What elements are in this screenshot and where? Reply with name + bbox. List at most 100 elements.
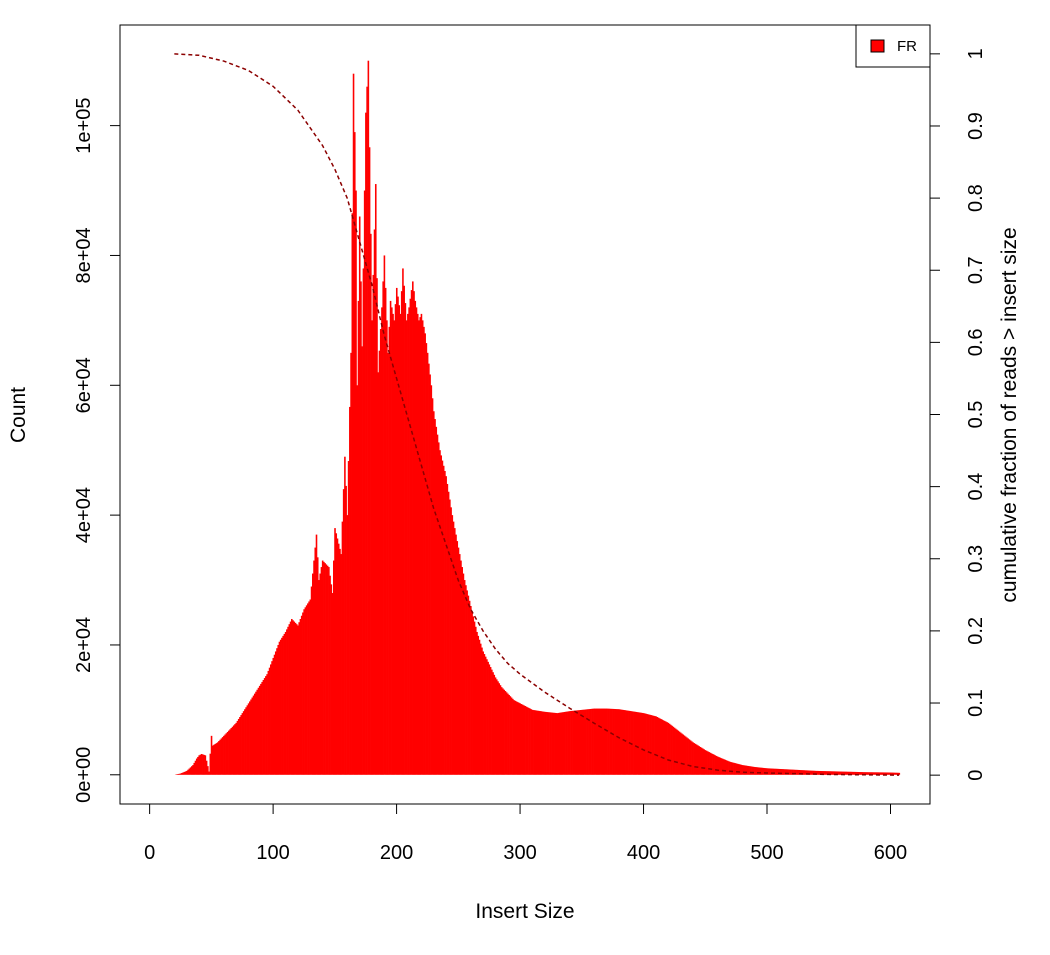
y2-tick-label: 0.1 xyxy=(965,689,987,717)
histogram-bar xyxy=(875,772,877,775)
histogram-bar xyxy=(307,603,309,775)
histogram-bar xyxy=(807,770,809,775)
histogram-bar xyxy=(833,771,835,775)
histogram-bar xyxy=(761,767,764,775)
histogram-bar xyxy=(867,772,870,775)
histogram-bar xyxy=(693,743,696,775)
histogram-bar xyxy=(239,717,241,775)
histogram-bar xyxy=(246,705,249,775)
histogram-bar xyxy=(616,709,619,775)
histogram-bar xyxy=(379,329,382,775)
histogram-bar xyxy=(277,644,280,775)
histogram-bar xyxy=(344,456,346,775)
histogram-bar xyxy=(204,755,207,775)
histogram-bar xyxy=(188,768,191,775)
x-tick-label: 300 xyxy=(503,842,536,864)
histogram-bar xyxy=(413,291,415,775)
histogram-bar xyxy=(289,621,292,775)
histogram-bar xyxy=(665,721,667,775)
histogram-bar xyxy=(686,737,688,775)
histogram-bar xyxy=(879,772,882,775)
histogram-bar xyxy=(662,720,665,775)
histogram-bar xyxy=(736,763,739,775)
histogram-bar xyxy=(431,398,434,775)
histogram-bar xyxy=(454,528,456,775)
histogram-bar xyxy=(810,770,813,775)
y2-tick-label: 1 xyxy=(965,48,987,59)
histogram-bar xyxy=(260,683,262,775)
histogram-bar xyxy=(756,767,759,775)
histogram-bar xyxy=(533,710,535,775)
histogram-bar xyxy=(892,772,894,775)
histogram-bar xyxy=(509,696,512,775)
histogram-bar xyxy=(894,772,897,775)
x-tick-label: 0 xyxy=(144,842,155,864)
histogram-bar xyxy=(610,708,613,775)
histogram-bar xyxy=(331,593,334,775)
histogram-bar xyxy=(698,746,701,775)
histogram-bar xyxy=(812,770,814,775)
histogram-bar xyxy=(211,745,214,775)
histogram-bar xyxy=(330,584,333,775)
histogram-bar xyxy=(467,595,470,775)
histogram-bar xyxy=(683,735,686,775)
histogram-bar xyxy=(479,643,482,775)
histogram-bar xyxy=(661,719,664,775)
histogram-bar xyxy=(578,710,581,775)
histogram-bar xyxy=(457,547,460,775)
histogram-bar xyxy=(567,711,570,775)
histogram-bar xyxy=(766,768,768,775)
histogram-bar xyxy=(540,711,543,775)
histogram-bar xyxy=(309,599,312,775)
y2-tick-label: 0.6 xyxy=(965,328,987,356)
histogram-bar xyxy=(516,702,519,775)
histogram-bar xyxy=(250,699,252,775)
histogram-bar xyxy=(631,711,634,775)
histogram-bar xyxy=(741,765,744,775)
histogram-bar xyxy=(755,767,757,775)
histogram-bar xyxy=(750,766,752,775)
histogram-bar xyxy=(781,769,783,775)
histogram-bar xyxy=(328,567,330,775)
histogram-bar xyxy=(349,406,351,775)
histogram-bar xyxy=(866,772,868,775)
histogram-bar xyxy=(754,767,756,775)
histogram-bar xyxy=(793,769,796,775)
histogram-bar xyxy=(573,710,576,775)
histogram-bar xyxy=(220,738,223,775)
histogram-bar xyxy=(524,705,526,775)
histogram-bar xyxy=(465,585,467,775)
y-axis-left: 0e+00 2e+04 4e+04 6e+04 8e+04 1e+05 xyxy=(73,98,121,803)
histogram-bar xyxy=(537,710,540,775)
histogram-bar xyxy=(362,268,365,775)
histogram-bar xyxy=(278,641,281,775)
histogram-bar xyxy=(242,711,245,775)
histogram-bar xyxy=(321,560,324,775)
histogram-bar xyxy=(484,656,487,775)
histogram-bar xyxy=(760,767,762,775)
histogram-bar xyxy=(804,770,807,775)
histogram-bar xyxy=(447,491,450,775)
histogram-bar xyxy=(707,751,709,775)
histogram-bar xyxy=(265,676,267,775)
y-tick-label: 6e+04 xyxy=(73,357,95,413)
histogram-bar xyxy=(433,411,435,775)
histogram-bar xyxy=(819,770,822,775)
legend: FR xyxy=(855,24,931,68)
histogram-bar xyxy=(697,745,699,775)
histogram-bar xyxy=(449,499,451,775)
histogram-bar xyxy=(491,669,493,775)
histogram-bar xyxy=(488,664,491,775)
histogram-bar xyxy=(525,706,528,775)
histogram-bar xyxy=(777,768,780,775)
histogram-bar xyxy=(607,708,609,775)
histogram-bar xyxy=(835,771,838,775)
histogram-bar xyxy=(642,713,645,775)
histogram-bar xyxy=(744,765,746,775)
histogram-bar xyxy=(261,681,263,775)
x-tick-label: 600 xyxy=(874,842,907,864)
histogram-bar xyxy=(845,771,847,775)
histogram-bar xyxy=(689,740,692,775)
histogram-bar xyxy=(325,564,328,775)
histogram-bar xyxy=(644,713,646,775)
